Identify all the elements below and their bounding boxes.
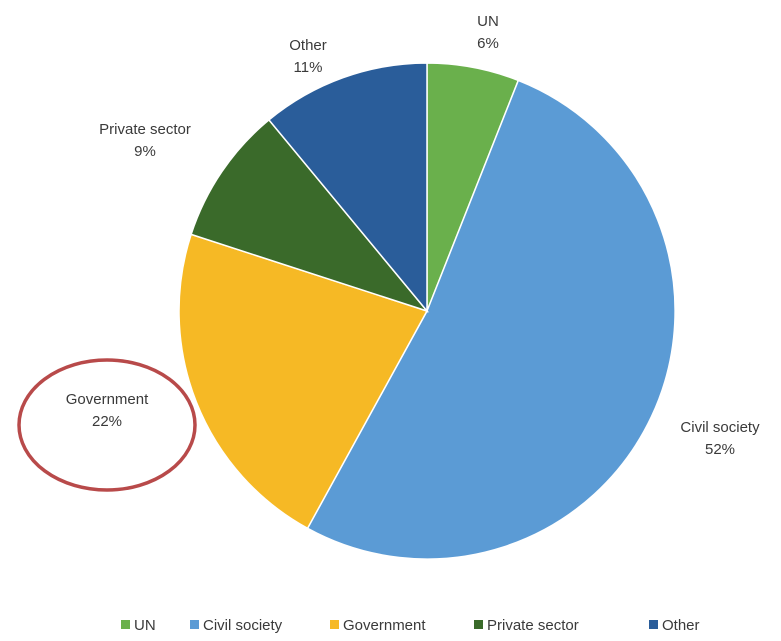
legend-swatch-private-sector — [474, 620, 483, 629]
slice-label-civil-society-value: 52% — [705, 441, 735, 458]
slice-label-government-name: Government — [66, 391, 149, 408]
slice-label-un-group: UN 6% — [477, 13, 499, 52]
legend-swatch-un — [121, 620, 130, 629]
slice-label-civil-society-group: Civil society 52% — [680, 419, 760, 458]
slice-label-un-name: UN — [477, 13, 499, 30]
slice-label-government-group: Government 22% — [66, 391, 149, 430]
legend-swatch-civil-society — [190, 620, 199, 629]
pie-slice-civil-society — [306, 79, 676, 560]
legend-label-government: Government — [343, 617, 426, 634]
legend-label-other: Other — [662, 617, 700, 634]
slice-label-civil-society-name: Civil society — [680, 419, 760, 436]
pie-slice-other — [267, 62, 428, 314]
legend-swatch-other — [649, 620, 658, 629]
slice-label-private-sector-name: Private sector — [99, 121, 191, 138]
slice-label-private-sector-group: Private sector 9% — [99, 121, 191, 160]
legend: UN Civil society Government Private sect… — [121, 617, 700, 634]
slice-label-other-name: Other — [289, 37, 327, 54]
pie-slice-government — [178, 233, 429, 530]
pie-slices — [178, 62, 676, 560]
slice-label-other-value: 11% — [294, 59, 323, 76]
slice-label-un-value: 6% — [477, 35, 499, 52]
pie-slice-private-sector — [190, 118, 430, 313]
legend-label-private-sector: Private sector — [487, 617, 579, 634]
government-highlight-circle — [17, 358, 197, 492]
slice-label-private-sector-value: 9% — [134, 143, 156, 160]
legend-label-civil-society: Civil society — [203, 617, 283, 634]
slice-label-other-group: Other 11% — [289, 37, 327, 76]
legend-label-un: UN — [134, 617, 156, 634]
slice-label-government-value: 22% — [92, 413, 122, 430]
legend-swatch-government — [330, 620, 339, 629]
